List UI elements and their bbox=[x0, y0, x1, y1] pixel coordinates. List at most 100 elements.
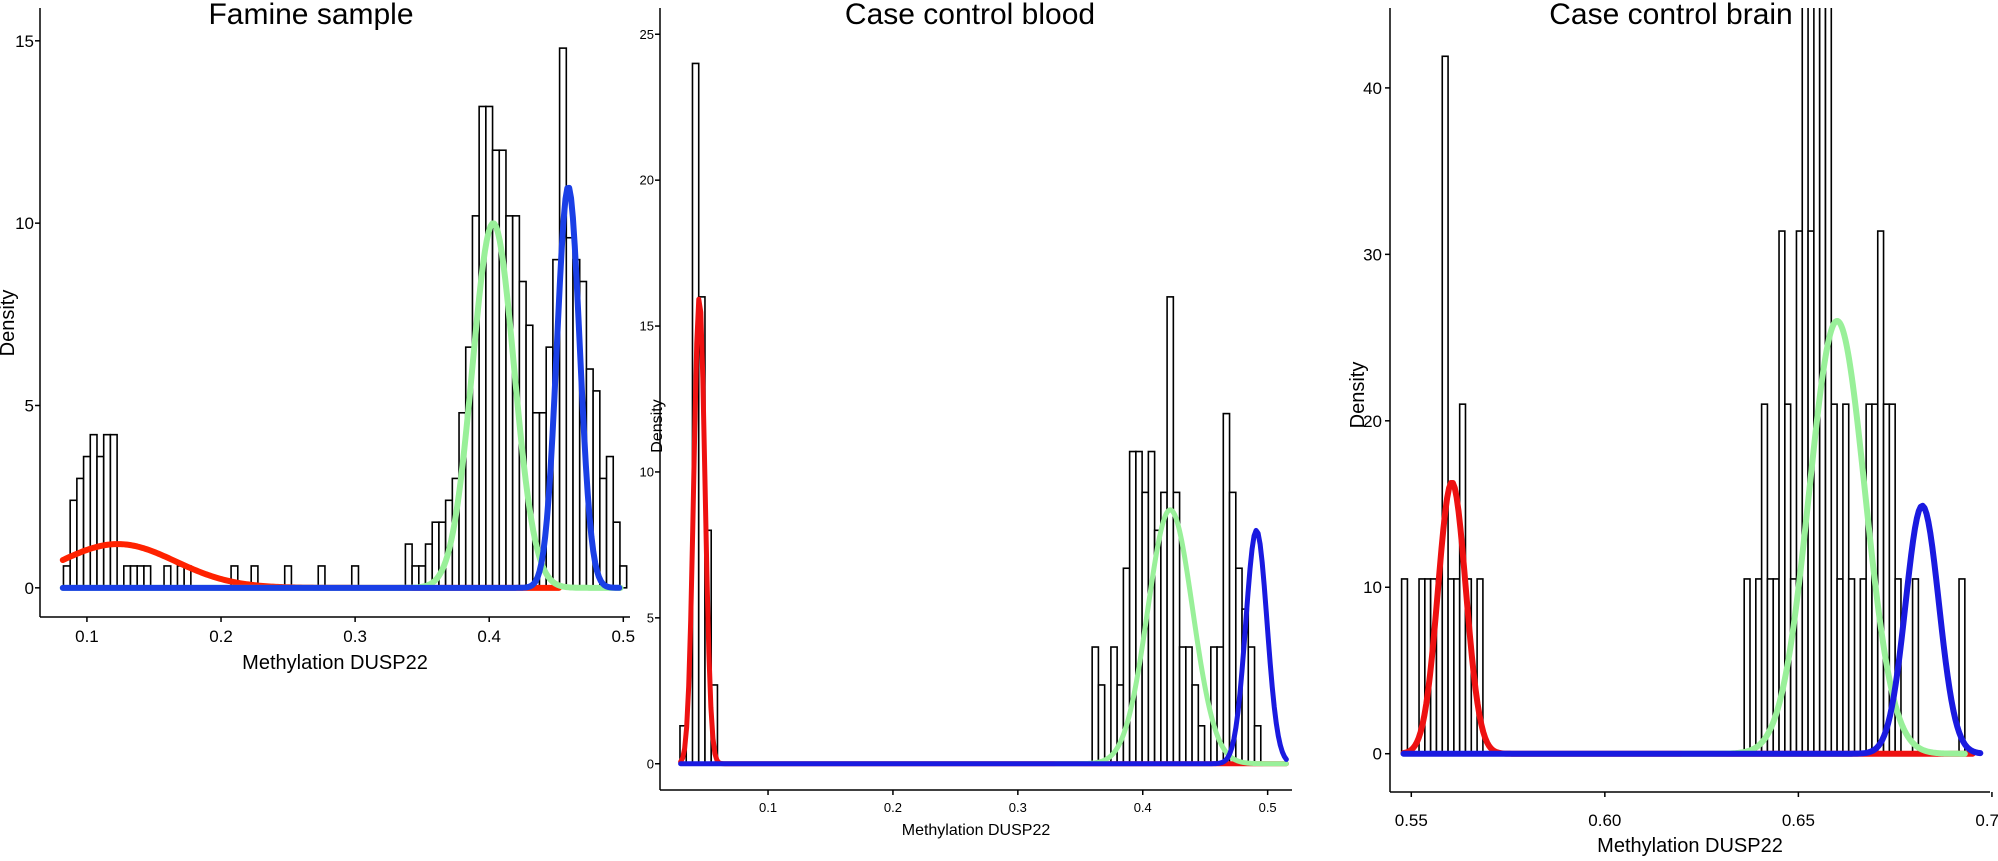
chart-title: Case control brain bbox=[1549, 0, 1792, 31]
histogram-bar bbox=[163, 565, 172, 589]
histogram-bar bbox=[1441, 55, 1449, 755]
histogram-bar bbox=[1795, 230, 1804, 755]
histogram-bar bbox=[478, 105, 487, 589]
histogram-bar bbox=[1166, 296, 1175, 765]
y-tick-label: 15 bbox=[15, 32, 34, 51]
chart-panel-2: Case control blood 0 5 10 15 20 25 0.1 0.2 0.3 0.4… bbox=[640, 0, 1292, 839]
histogram-bar bbox=[1253, 725, 1262, 765]
histogram-bar bbox=[1830, 403, 1838, 755]
histogram-bar bbox=[404, 543, 413, 589]
x-tick-label: 0.65 bbox=[1782, 811, 1815, 830]
x-tick-label: 0.70 bbox=[1975, 811, 1998, 830]
y-tick-label: 25 bbox=[640, 27, 654, 42]
histogram-bar bbox=[1178, 646, 1187, 765]
y-tick-label: 0 bbox=[25, 579, 34, 598]
histogram-bar bbox=[96, 455, 105, 589]
x-tick-label: 0.2 bbox=[884, 800, 902, 815]
histogram-bar bbox=[317, 565, 326, 589]
histogram-bar bbox=[1847, 578, 1856, 755]
mixture-curves bbox=[59, 184, 624, 591]
histogram-bar bbox=[143, 565, 152, 589]
histogram-bar bbox=[619, 565, 628, 589]
histogram-bar bbox=[525, 324, 534, 589]
y-tick-label: 40 bbox=[1363, 79, 1382, 98]
histogram-bar bbox=[1197, 725, 1206, 765]
mixture-curves bbox=[678, 296, 1289, 767]
histogram-bar bbox=[123, 565, 132, 589]
histogram-bar bbox=[491, 149, 501, 589]
histogram-bar bbox=[89, 433, 98, 589]
x-axis-label: Methylation DUSP22 bbox=[1597, 835, 1783, 857]
chart-title: Case control blood bbox=[845, 0, 1095, 31]
histogram-bar bbox=[498, 149, 507, 589]
x-tick-label: 0.60 bbox=[1588, 811, 1621, 830]
histogram-bar bbox=[129, 565, 139, 589]
histogram-bar bbox=[109, 433, 118, 589]
density-curve-3 bbox=[678, 527, 1289, 767]
histogram-bar bbox=[605, 455, 615, 589]
y-tick-label: 15 bbox=[640, 319, 654, 334]
histogram-bar bbox=[1185, 646, 1193, 765]
histogram-bar bbox=[1801, 8, 1809, 755]
histogram-bar bbox=[1247, 646, 1256, 765]
histogram-bar bbox=[62, 565, 71, 589]
histogram-bar bbox=[1813, 8, 1821, 755]
y-tick-label: 10 bbox=[1363, 578, 1382, 597]
histogram-bar bbox=[1755, 578, 1763, 755]
histogram-bar bbox=[1836, 578, 1844, 755]
histogram-bar bbox=[136, 565, 145, 589]
y-tick-label: 10 bbox=[15, 214, 34, 233]
histogram-bar bbox=[1859, 578, 1867, 755]
histogram-bar bbox=[1760, 403, 1769, 755]
x-tick-label: 0.1 bbox=[759, 800, 777, 815]
y-tick-label: 5 bbox=[647, 610, 654, 625]
chart-title: Famine sample bbox=[208, 0, 413, 31]
x-tick-label: 0.3 bbox=[343, 627, 367, 646]
histogram-bar bbox=[1842, 403, 1850, 755]
histogram-bar bbox=[1222, 412, 1231, 765]
histogram-bar bbox=[102, 433, 112, 589]
chart-panel-3: Case control brain 0 10 20 30 40 0.55 0.60 0.65 0… bbox=[1347, 0, 1998, 857]
histogram-bar bbox=[1824, 8, 1833, 755]
histogram-bar bbox=[69, 499, 78, 589]
histogram-bar bbox=[1876, 230, 1885, 755]
histogram-bar bbox=[1097, 684, 1106, 765]
histogram-bar bbox=[485, 105, 494, 589]
mixture-curves bbox=[1400, 317, 1984, 757]
histogram-bar bbox=[1400, 578, 1409, 755]
histogram-bars bbox=[679, 62, 1262, 765]
x-tick-label: 0.5 bbox=[611, 627, 635, 646]
y-tick-label: 20 bbox=[1363, 412, 1382, 431]
x-tick-label: 0.1 bbox=[75, 627, 99, 646]
y-tick-label: 0 bbox=[647, 756, 654, 771]
x-tick-label: 0.55 bbox=[1395, 811, 1428, 830]
x-tick-label: 0.5 bbox=[1259, 800, 1277, 815]
histogram-bar bbox=[350, 565, 360, 589]
y-tick-label: 10 bbox=[640, 464, 654, 479]
y-tick-label: 30 bbox=[1363, 245, 1382, 264]
density-curve-3 bbox=[1400, 502, 1984, 757]
histogram-bar bbox=[176, 565, 185, 589]
histogram-bar bbox=[1911, 578, 1920, 755]
histogram-bar bbox=[1091, 646, 1100, 765]
histogram-bar bbox=[612, 521, 621, 589]
histogram-bar bbox=[471, 215, 480, 589]
x-tick-label: 0.2 bbox=[209, 627, 233, 646]
histogram-bar bbox=[599, 477, 608, 589]
chart-panel-1: Famine sample 0 5 10 15 0.1 0.2 0.3 0.4 0.5 Methyl… bbox=[0, 0, 635, 674]
histogram-bar bbox=[1210, 646, 1218, 765]
histogram-bar bbox=[82, 455, 92, 589]
x-axis-label: Methylation DUSP22 bbox=[902, 822, 1051, 839]
x-tick-label: 0.3 bbox=[1009, 800, 1027, 815]
y-tick-label: 5 bbox=[25, 396, 34, 415]
y-tick-label: 20 bbox=[640, 173, 654, 188]
density-curve-3 bbox=[59, 184, 623, 591]
x-tick-label: 0.4 bbox=[477, 627, 501, 646]
histogram-bar bbox=[1447, 578, 1455, 755]
histogram-bar bbox=[76, 477, 85, 589]
histogram-bar bbox=[1882, 403, 1891, 755]
y-axis-label: Density bbox=[1347, 362, 1369, 429]
y-axis-label: Density bbox=[0, 290, 19, 357]
histogram-bar bbox=[565, 236, 574, 589]
histogram-bar bbox=[1116, 684, 1125, 765]
